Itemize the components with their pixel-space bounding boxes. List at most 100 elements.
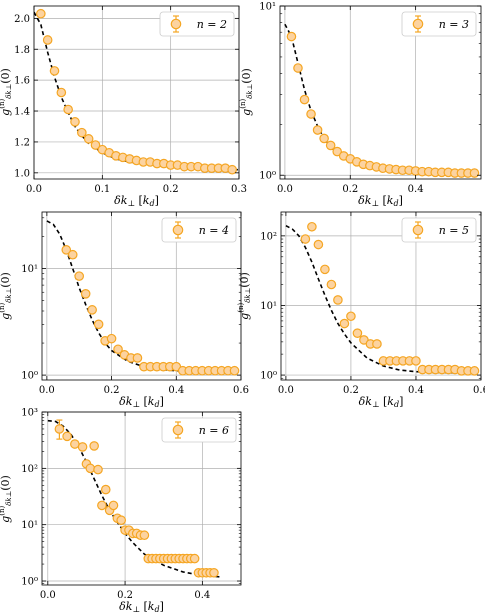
legend-point [170,18,182,30]
x-axis-label: δk⊥ [kd] [359,395,404,409]
axis-ticks: 0.0 0.2 0.4 0.6 10⁰ 10¹ 10² [260,212,485,396]
x-tick-label: 0.0 [277,184,293,195]
plot-frame [41,411,242,586]
data-point [352,328,363,338]
data-point [306,109,316,119]
y-tick-label: 1.0 [14,168,30,179]
legend-marker [172,221,184,239]
data-points [54,419,219,578]
axis-ticks: 0.0 0.2 0.4 0.6 10⁰ 10¹ [21,212,249,396]
data-point [63,104,73,115]
legend-label: n = 4 [199,224,229,237]
data-point [93,319,104,330]
x-tick-label: 0.6 [233,385,249,396]
data-point [116,515,127,526]
y-tick-label: 10¹ [21,264,38,275]
data-point [77,442,88,452]
data-point [100,484,111,495]
fit-line [46,220,235,374]
panel-n4: 0.0 0.2 0.4 0.6 10⁰ 10¹ δk⊥ [kd] g(n)δk⊥(0) n… [0,211,249,409]
data-point [89,441,99,451]
y-tick-label: 10⁰ [260,371,277,382]
data-points [300,221,480,376]
y-tick-label: 1.6 [14,76,30,87]
x-tick-label: 0.4 [194,590,210,601]
x-tick-label: 0.6 [473,385,485,396]
data-point [61,245,72,255]
fit-line [284,23,475,174]
plot-frame [280,211,482,381]
legend-point [412,224,424,236]
plot-frame [279,5,482,180]
data-point [300,234,311,244]
legend-point [412,18,424,30]
y-tick-label: 10³ [21,408,38,419]
legend-label: n = 3 [439,18,469,31]
plot-frame [41,211,242,381]
y-axis-label: g(n)δk⊥(0) [237,272,252,320]
x-tick-label: 0.4 [408,184,424,195]
x-tick-label: 0.0 [26,184,42,195]
data-point [326,279,337,290]
panel-n3: 0.0 0.2 0.4 10⁰ 10¹ δk⊥ [kd] g(n)δk⊥(0) n = … [239,2,482,208]
x-tick-label: 0.2 [342,184,358,195]
legend-label: n = 2 [197,18,227,31]
legend-point [172,424,184,436]
x-axis-label: δk⊥ [kd] [114,194,159,208]
y-axis-label: g(n)δk⊥(0) [0,68,13,116]
x-axis-label: δk⊥ [kd] [358,194,403,208]
data-point [346,311,356,322]
x-tick-label: 0.1 [94,184,110,195]
legend: n = 4 [161,217,237,243]
y-tick-label: 10¹ [21,520,38,531]
y-tick-label: 10² [21,464,38,475]
fit-curve [284,23,475,174]
data-point [74,271,85,281]
data-point [325,140,336,151]
data-point [70,117,80,127]
y-tick-label: 10⁰ [21,371,38,382]
axis-ticks: 0.0 0.2 0.4 10⁰ 10¹ 10² 10³ [21,408,241,601]
data-point [62,431,72,442]
data-point [139,530,150,541]
data-point [293,63,303,73]
data-point [209,567,219,578]
x-tick-label: 0.2 [163,184,179,195]
legend-marker [412,221,424,239]
data-point [469,366,480,376]
y-tick-label: 10² [260,231,277,242]
x-tick-label: 0.3 [231,184,247,195]
data-point [307,221,317,232]
data-point [320,264,330,275]
legend-label: n = 5 [439,224,469,237]
data-point [227,164,237,175]
legend: n = 5 [401,217,477,243]
data-point [42,35,53,45]
y-axis-label: g(n)δk⊥(0) [239,68,254,116]
legend-marker [412,15,424,33]
plot-frame [33,5,240,180]
y-tick-label: 10⁰ [259,171,276,182]
data-point [87,305,97,315]
legend: n = 6 [161,417,237,443]
grid [42,411,241,585]
x-tick-label: 0.2 [104,385,120,396]
data-point [372,339,382,349]
legend-marker [172,421,184,439]
data-point [332,146,342,157]
x-axis-label: δk⊥ [kd] [119,395,164,409]
data-point [132,353,143,363]
x-tick-label: 0.0 [278,385,294,396]
fit-curve [46,220,235,374]
data-point [85,463,96,474]
data-point [299,94,310,105]
legend-point [172,224,184,236]
data-point [113,344,123,355]
data-point [36,8,46,19]
axis-ticks: 0.0 0.2 0.4 10⁰ 10¹ [259,2,481,195]
data-point [312,125,323,135]
x-tick-label: 0.2 [117,590,133,601]
legend-label: n = 6 [199,424,229,437]
data-point [93,464,103,475]
